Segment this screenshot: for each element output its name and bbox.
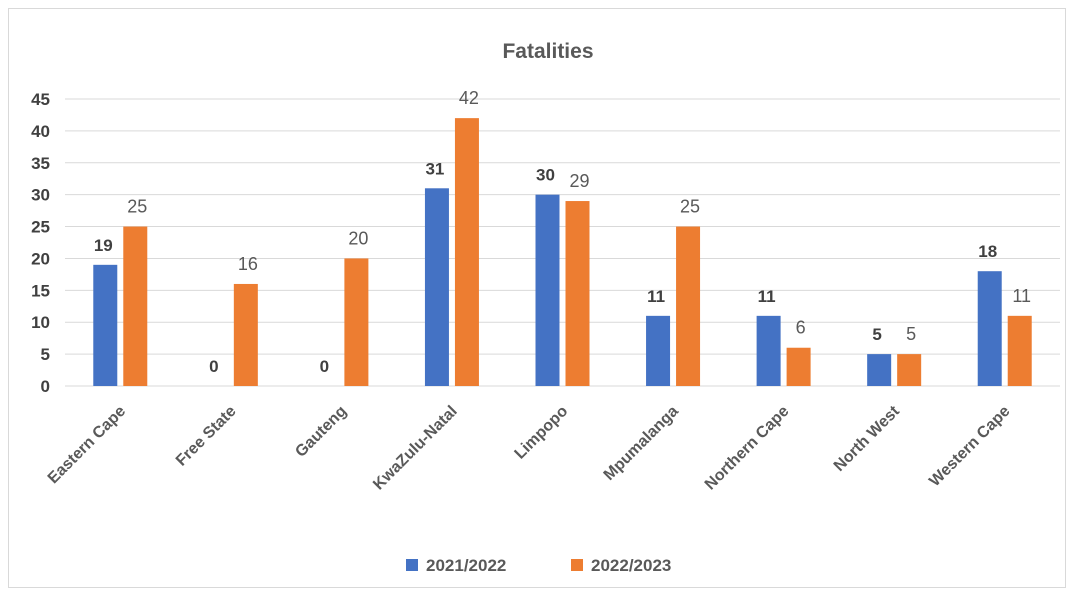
y-tick-label: 5 (41, 345, 50, 364)
x-tick-label: Eastern Cape (45, 403, 129, 487)
data-label-1: 19 (94, 236, 113, 255)
bars (93, 118, 1032, 386)
y-tick-label: 35 (31, 154, 50, 173)
data-label-1: 11 (758, 287, 776, 306)
x-tick-label: Mpumalanga (601, 403, 682, 484)
y-tick-label: 45 (31, 90, 50, 109)
legend: 2021/2022 2022/2023 (406, 556, 671, 575)
data-label-2: 6 (796, 318, 806, 338)
x-axis-ticks: Eastern Cape Free State Gauteng KwaZulu-Nat… (45, 402, 1014, 493)
data-label-2: 25 (127, 197, 147, 217)
bar-1 (646, 315, 671, 386)
y-tick-label: 15 (31, 281, 50, 300)
data-label-2: 29 (569, 171, 589, 191)
y-tick-label: 0 (41, 377, 50, 396)
data-label-2: 25 (680, 197, 700, 217)
data-label-2: 16 (238, 254, 258, 274)
data-label-1: 11 (647, 287, 665, 306)
y-axis-ticks: 0 5 10 15 20 25 30 35 40 45 (31, 90, 50, 396)
data-label-1: 5 (872, 325, 881, 344)
x-tick-label: KwaZulu-Natal (370, 403, 461, 494)
bar-1 (756, 315, 781, 386)
data-label-2: 42 (459, 88, 479, 108)
bar-1 (424, 188, 449, 386)
data-label-2: 5 (906, 324, 916, 344)
data-label-2: 11 (1012, 286, 1031, 306)
bar-2 (123, 226, 148, 386)
legend-swatch-2 (571, 559, 583, 571)
y-tick-label: 40 (31, 122, 50, 141)
x-tick-label: Northern Cape (702, 403, 793, 494)
legend-swatch-1 (406, 559, 418, 571)
gridlines (65, 98, 1060, 387)
bar-2 (344, 258, 369, 386)
bar-1 (535, 194, 560, 386)
data-label-1: 30 (536, 166, 555, 185)
y-tick-label: 20 (31, 249, 50, 268)
data-labels: 19 25 0 16 0 20 31 42 30 29 11 25 11 6 5 5 18 11 (94, 88, 1031, 376)
y-tick-label: 30 (31, 186, 50, 205)
bar-2 (565, 201, 590, 386)
chart-title: Fatalities (502, 40, 593, 63)
x-tick-label: North West (831, 402, 904, 475)
data-label-1: 18 (978, 242, 997, 261)
bar-2 (1007, 315, 1032, 386)
x-tick-label: Western Cape (926, 403, 1013, 490)
x-tick-label: Limpopo (512, 403, 572, 463)
bar-1 (977, 271, 1002, 386)
bar-2 (897, 354, 922, 386)
x-tick-label: Gauteng (292, 403, 350, 461)
bar-2 (676, 226, 701, 386)
bar-2 (233, 283, 258, 386)
y-tick-label: 25 (31, 218, 50, 237)
bar-2 (454, 118, 479, 386)
data-label-1: 0 (320, 357, 329, 376)
legend-label-2: 2022/2023 (591, 556, 671, 575)
y-tick-label: 10 (31, 313, 50, 332)
legend-label-1: 2021/2022 (426, 556, 506, 575)
bar-1 (867, 354, 892, 386)
bar-2 (786, 347, 811, 386)
data-label-2: 20 (348, 228, 368, 248)
data-label-1: 0 (209, 357, 218, 376)
bar-1 (93, 264, 118, 386)
x-tick-label: Free State (173, 403, 240, 470)
data-label-1: 31 (425, 159, 444, 178)
